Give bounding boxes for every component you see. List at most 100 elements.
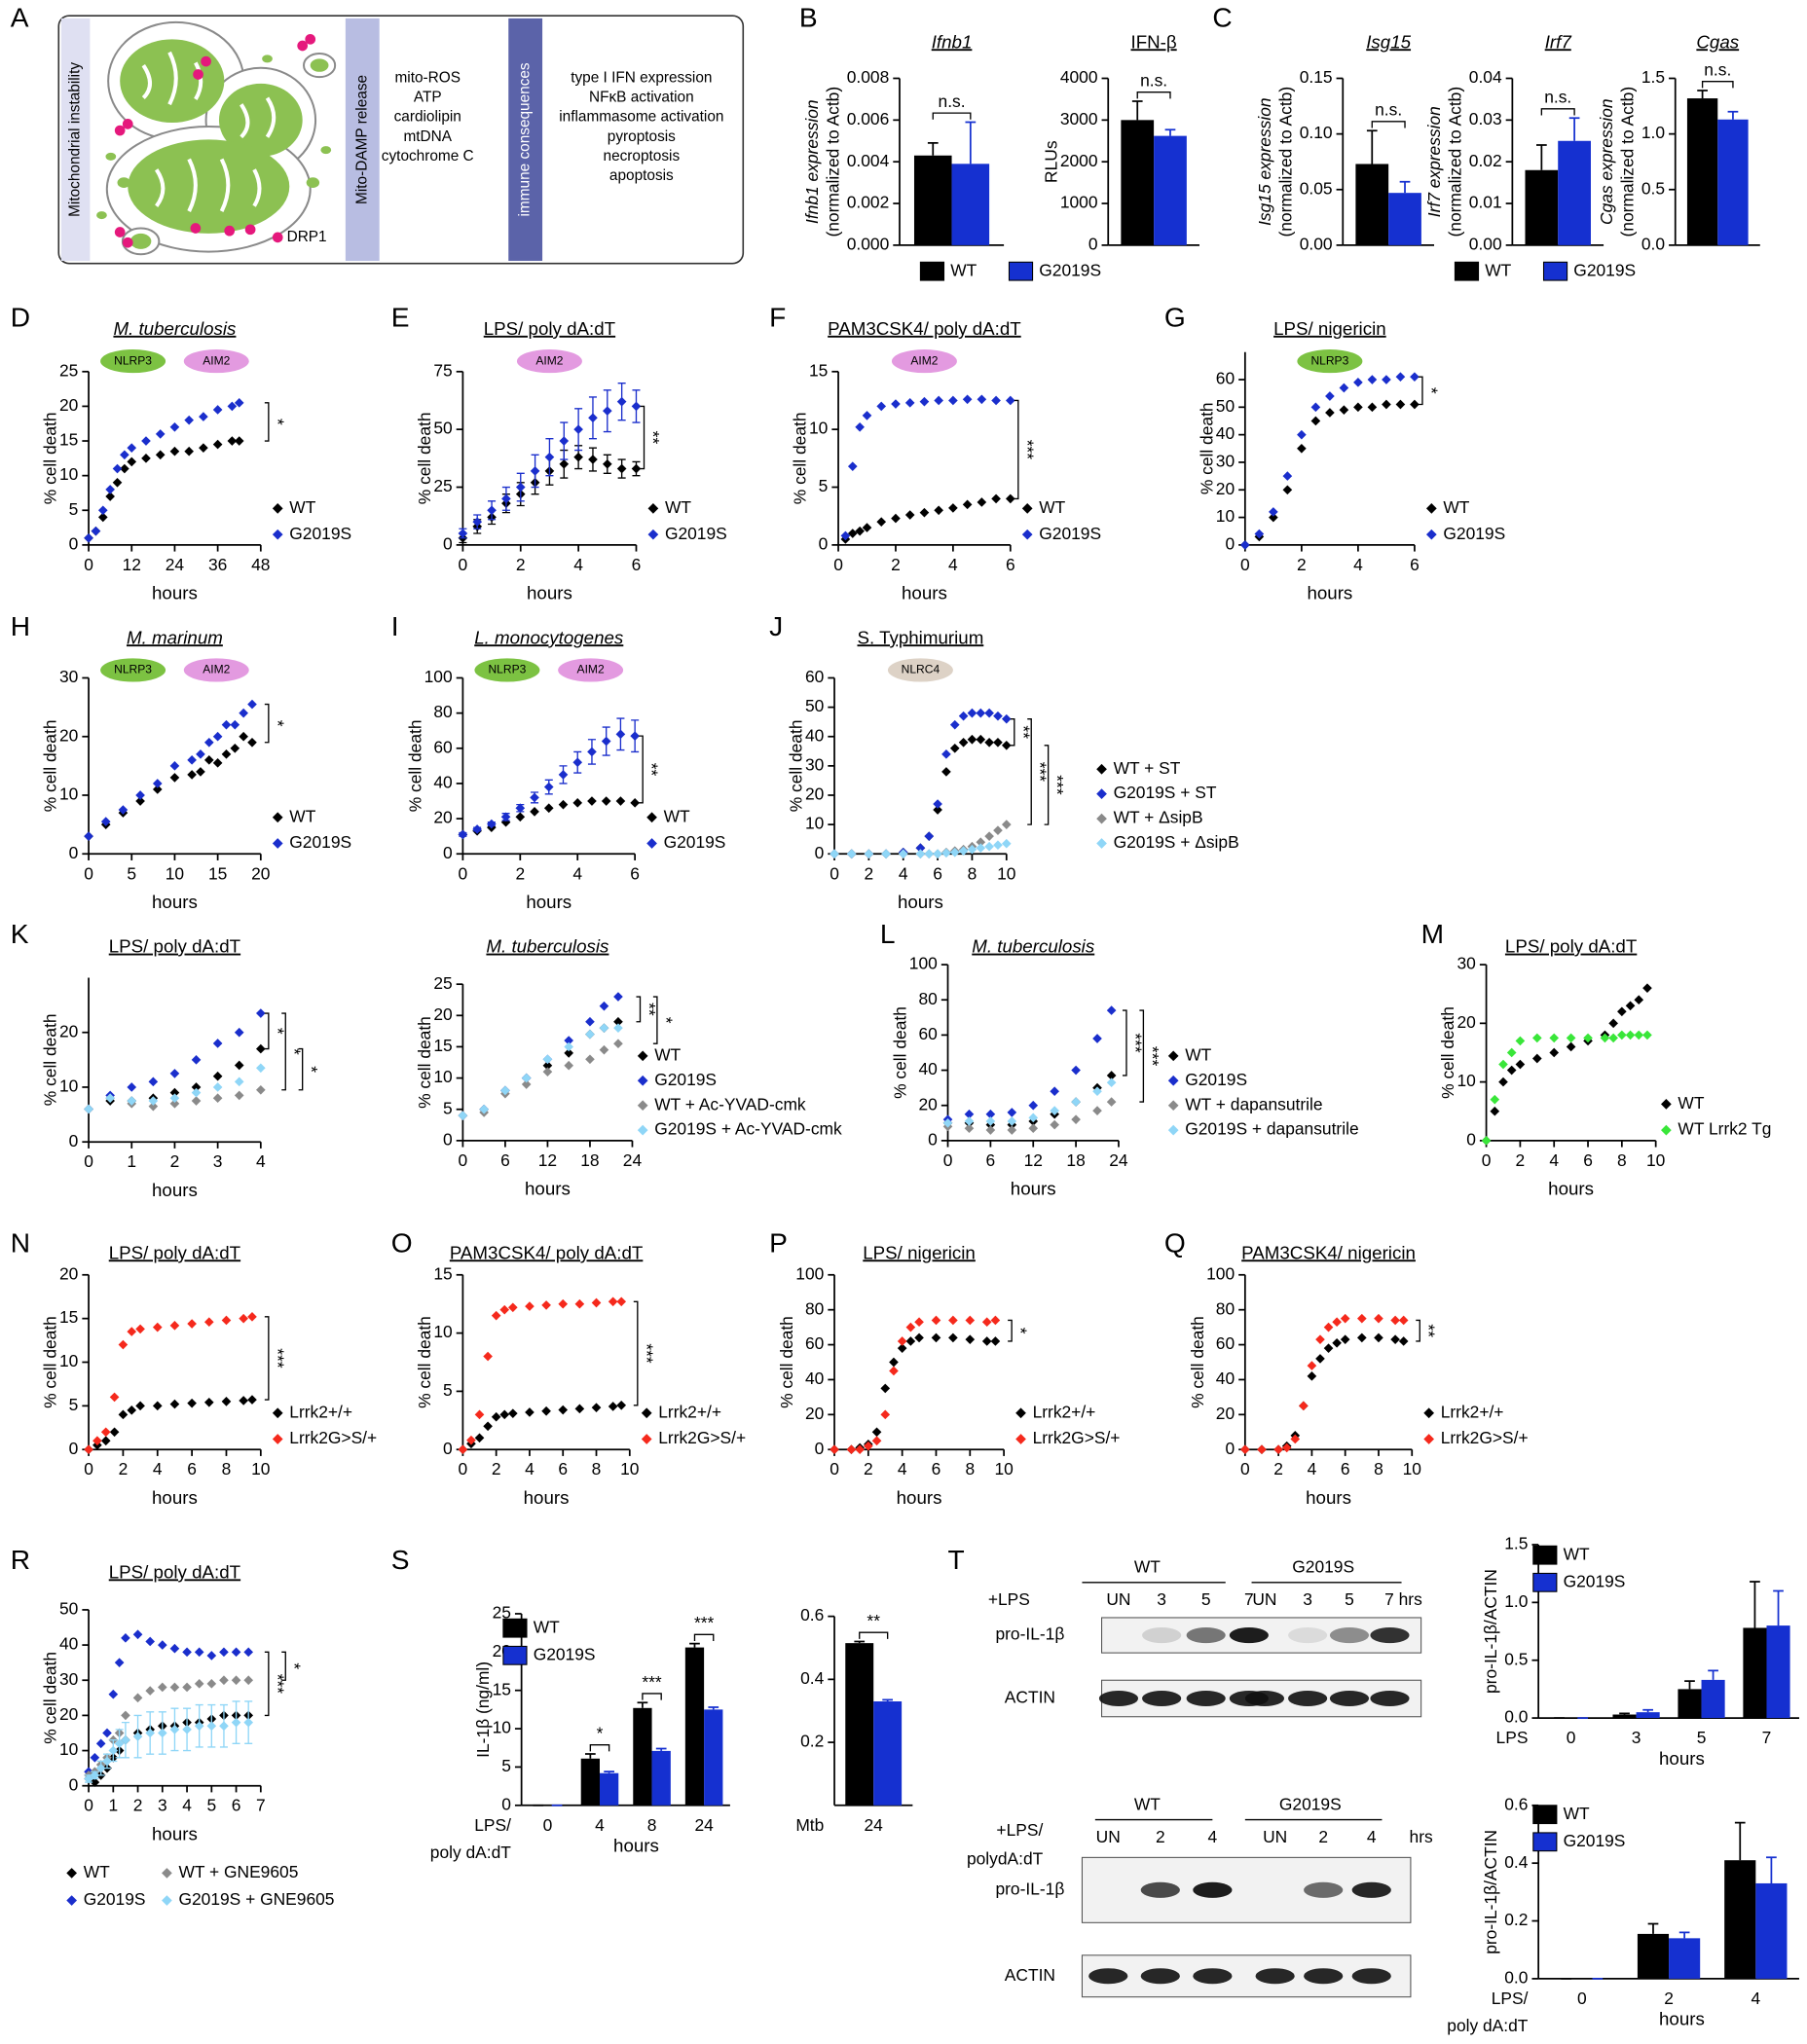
data-point [194, 1679, 204, 1689]
data-point [558, 1298, 569, 1309]
y-tick-label: 15 [493, 1679, 511, 1698]
x-tick-label: 6 [187, 1459, 197, 1478]
data-point [1353, 378, 1363, 387]
bar [1701, 1679, 1725, 1719]
data-point [572, 757, 583, 768]
data-point [203, 737, 214, 748]
error-bar [708, 1706, 719, 1710]
data-point [862, 411, 872, 420]
error-bar [1678, 1931, 1690, 1939]
data-point [1531, 1033, 1542, 1043]
significance: *** [1143, 1046, 1162, 1067]
legend-label: WT [664, 806, 690, 825]
data-point [1273, 1444, 1283, 1455]
data-point [256, 1043, 266, 1054]
badge-label: AIM2 [910, 353, 938, 367]
data-point [985, 1125, 996, 1135]
error-bar [1727, 110, 1739, 120]
data-point [931, 1332, 941, 1343]
y-tick-label: 20 [59, 395, 78, 415]
legend-label: WT [1564, 1544, 1590, 1563]
chart-title: Isg15 [1366, 31, 1411, 52]
data-point [84, 1444, 93, 1455]
legend-label: G2019S [664, 832, 726, 852]
significance: *** [1031, 762, 1051, 783]
badge-label: NLRP3 [1310, 353, 1348, 367]
significance-bracket [281, 1651, 286, 1681]
data-point [967, 708, 977, 718]
significance-bracket [264, 1012, 270, 1050]
y-tick-label: 10 [809, 419, 828, 438]
data-point [100, 1436, 111, 1446]
consequence: NFκB activation [589, 90, 694, 106]
data-point [212, 1093, 223, 1104]
data-point [574, 1298, 585, 1309]
data-point [105, 1093, 115, 1104]
data-point [169, 1682, 180, 1693]
band-label: pro-IL-1β [995, 1624, 1064, 1644]
data-point [904, 510, 915, 520]
y-tick-label: 20 [918, 1094, 937, 1113]
data-point [141, 454, 151, 463]
data-point [231, 1647, 241, 1658]
chart-title: PAM3CSK4/ poly dA:dT [450, 1242, 644, 1262]
data-point [109, 1427, 120, 1438]
x-tick-label: 2 [1273, 1459, 1283, 1478]
data-point [904, 398, 915, 408]
data-point [880, 1409, 891, 1420]
y-axis-label: % cell death [1188, 1316, 1207, 1408]
panel-letter: O [391, 1227, 413, 1258]
chart-title: LPS/ poly dA:dT [109, 1561, 241, 1582]
chart-title: LPS/ nigericin [863, 1242, 976, 1262]
data-point [976, 837, 986, 848]
legend-marker [1021, 529, 1033, 540]
data-point [239, 708, 248, 718]
bar [651, 1750, 671, 1806]
band [1140, 1881, 1180, 1898]
y-tick-label: 0.2 [800, 1732, 824, 1751]
data-point [924, 831, 935, 841]
data-point [234, 436, 244, 446]
lane-label: 7 [1244, 1589, 1254, 1609]
data-point [1608, 1033, 1618, 1043]
x-tick-label: 12 [123, 555, 141, 574]
data-point [855, 526, 865, 536]
data-point [105, 485, 115, 494]
band [1088, 1968, 1128, 1985]
data-point [985, 1116, 996, 1126]
y-axis-label: % cell death [415, 1016, 434, 1109]
lane-label: UN [1096, 1827, 1121, 1846]
legend-label: WT [1185, 1044, 1211, 1064]
x-tick-label: 10 [166, 863, 184, 883]
significance-bracket [1014, 399, 1019, 500]
data-point [1490, 1106, 1500, 1116]
y-tick-label: 3000 [1060, 109, 1098, 128]
y-tick-label: 1.0 [1641, 123, 1665, 142]
data-point [981, 1317, 992, 1328]
bar [913, 155, 952, 245]
data-point [914, 1317, 924, 1328]
data-point [585, 1016, 595, 1027]
y-axis-label: (normalized to Actb) [1446, 87, 1465, 237]
data-point [1498, 1059, 1508, 1070]
significance: ** [644, 431, 663, 445]
blot-group: WT [1134, 1794, 1161, 1813]
lane-label: 2 [1156, 1827, 1165, 1846]
x-tick-label: 0 [1240, 555, 1250, 574]
y-tick-label: 10 [59, 1351, 78, 1370]
badge-label: NLRC4 [902, 663, 940, 676]
legend-marker [1008, 261, 1034, 281]
significance: n.s. [1375, 100, 1402, 120]
x-tick-label: 2 [1664, 1989, 1674, 2008]
data-point [187, 755, 197, 765]
x-tick-label: 8 [1617, 1150, 1627, 1170]
y-tick-label: 0.03 [1469, 109, 1502, 128]
data-point [993, 840, 1003, 851]
x-axis-label: hours [898, 892, 943, 912]
x-tick-label: 2 [1516, 1150, 1526, 1170]
data-point [1608, 1018, 1618, 1029]
y-tick-label: 10 [493, 1718, 511, 1737]
y-tick-label: 50 [59, 1599, 78, 1619]
significance: ** [640, 1003, 659, 1016]
significance: n.s. [1544, 88, 1571, 107]
